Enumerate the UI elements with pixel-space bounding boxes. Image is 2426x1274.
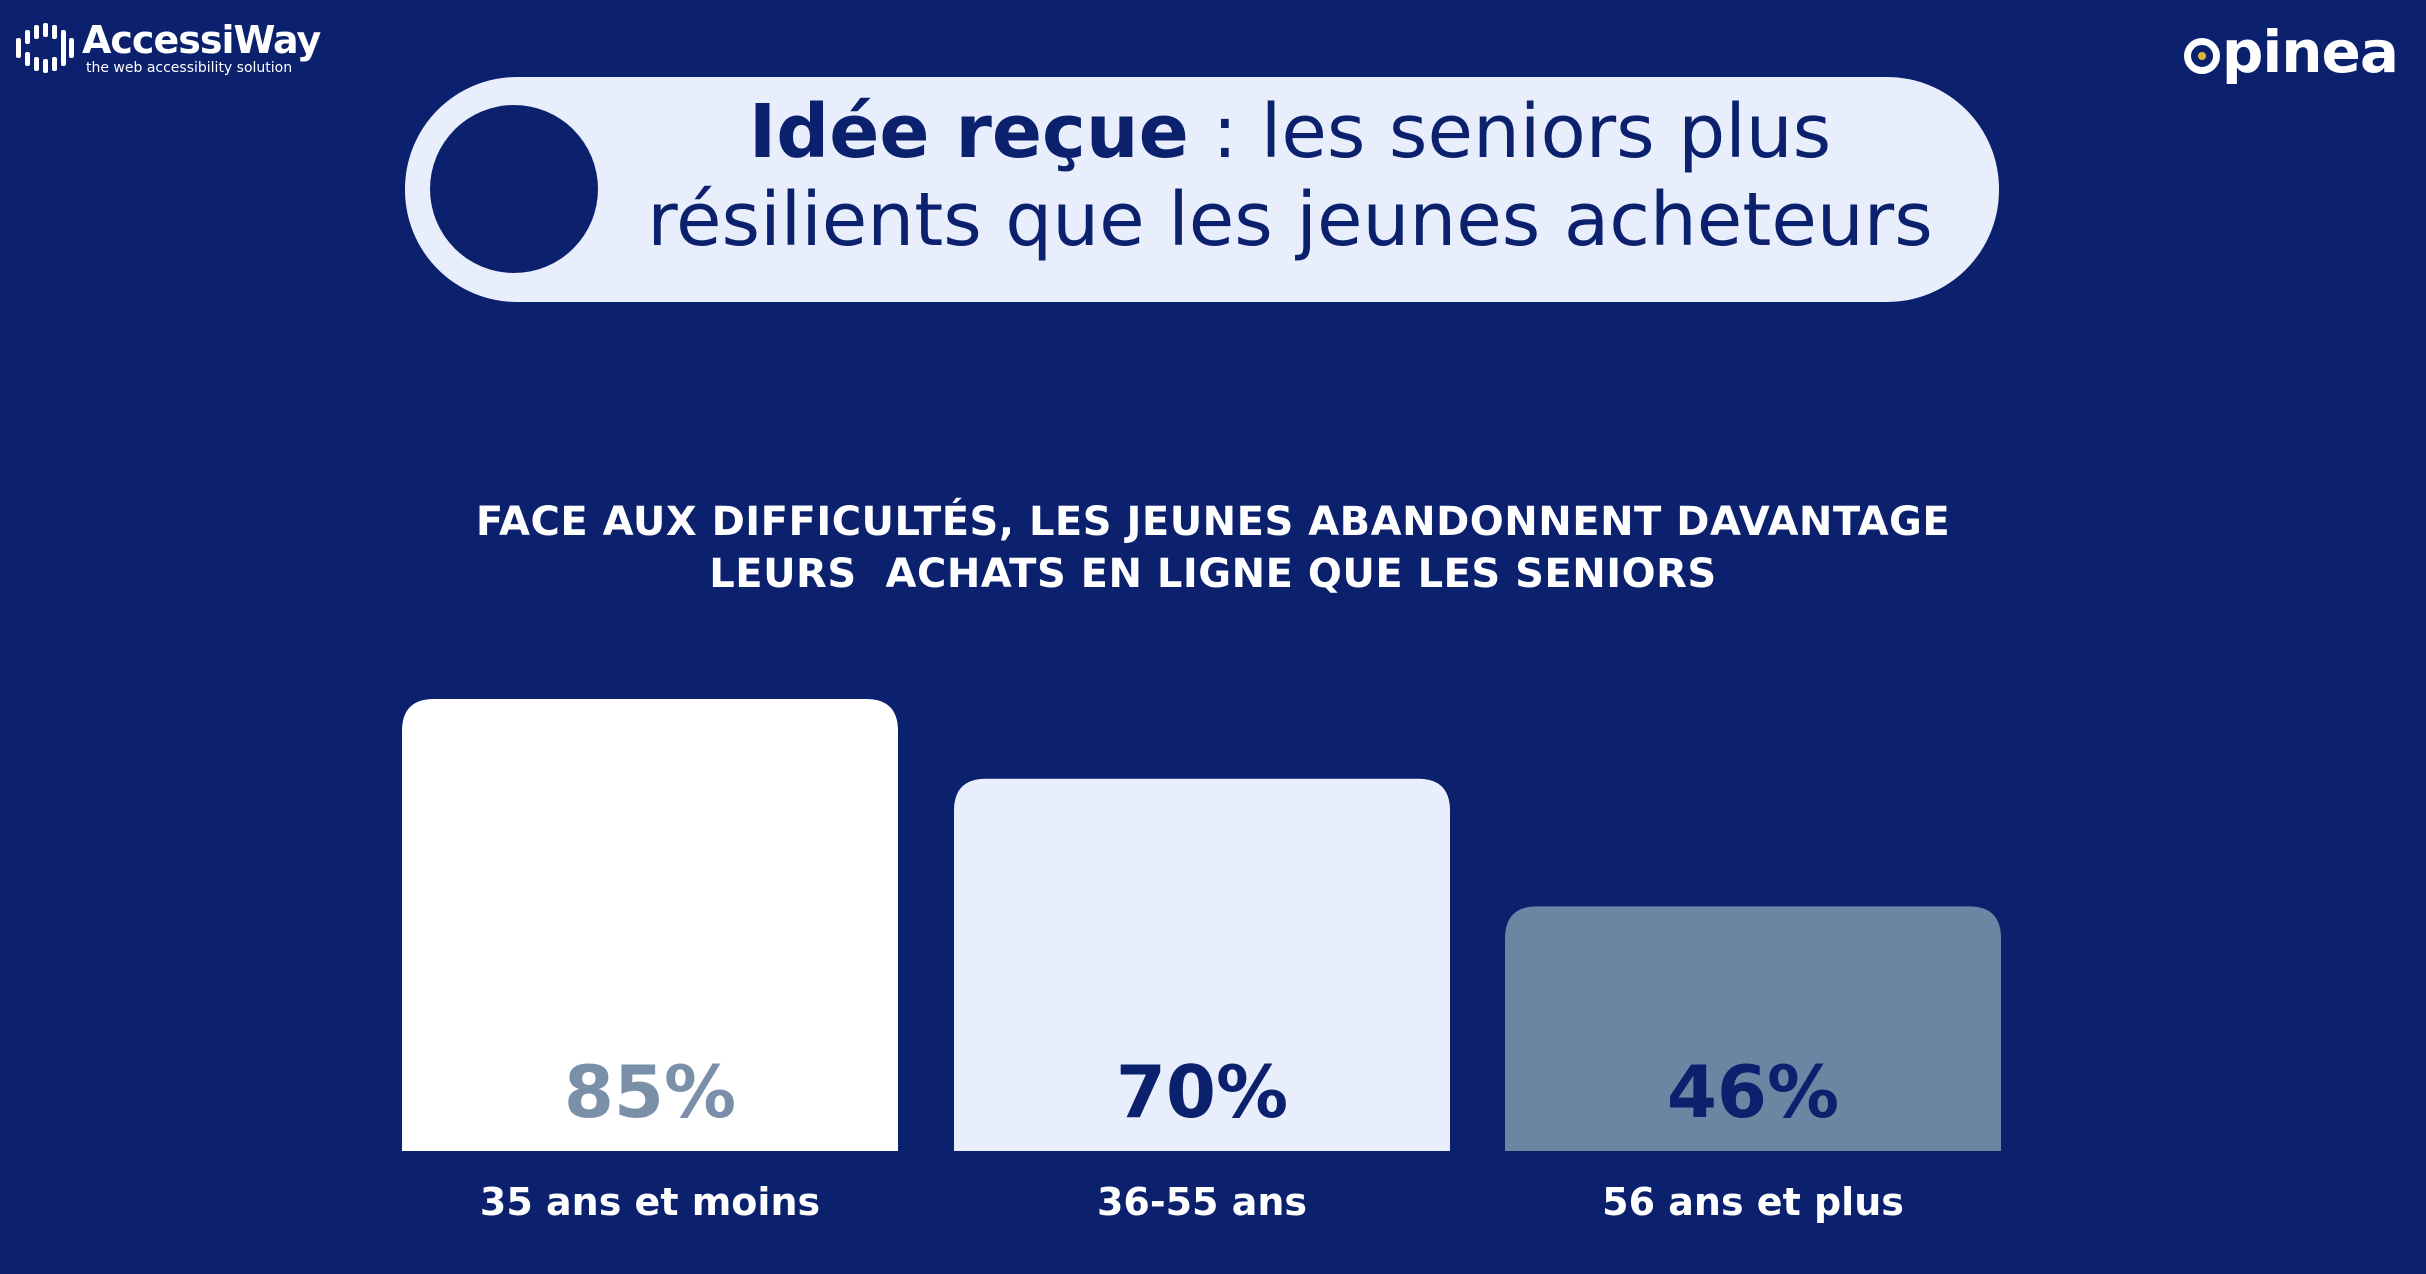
value-label: 70% xyxy=(1116,1050,1288,1134)
bar-2 xyxy=(954,778,1450,1151)
accessiway-logo-icon xyxy=(14,22,74,74)
category-label: 35 ans et moins xyxy=(479,1180,821,1224)
chart-title: FACE AUX DIFFICULTÉS, LES JEUNES ABANDON… xyxy=(0,496,2426,600)
bar-3 xyxy=(1505,906,2001,1151)
accessiway-tagline: the web accessibility solution xyxy=(86,60,293,76)
value-label: 46% xyxy=(1667,1050,1839,1134)
title-bold: Idée reçue xyxy=(748,89,1189,175)
title-circle-decoration xyxy=(430,105,598,273)
accessiway-logo: AccessiWay the web accessibility solutio… xyxy=(14,18,321,76)
opinea-o-icon xyxy=(2183,38,2220,74)
category-label: 36-55 ans xyxy=(1096,1180,1308,1224)
value-label: 85% xyxy=(564,1050,736,1134)
opinea-name: pinea xyxy=(2221,18,2399,86)
title-pill xyxy=(405,77,1999,302)
opinea-logo: pinea xyxy=(2183,18,2399,86)
page-title: Idée reçue : les seniors plus résilients… xyxy=(600,88,1980,264)
category-label: 56 ans et plus xyxy=(1602,1180,1904,1224)
bar-1 xyxy=(402,699,898,1151)
accessiway-name: AccessiWay xyxy=(82,18,321,62)
title-rest: : les seniors plus xyxy=(1188,89,1832,175)
title-line2: résilients que les jeunes acheteurs xyxy=(647,177,1933,263)
chart-title-line2: LEURS ACHATS EN LIGNE QUE LES SENIORS xyxy=(709,551,1717,597)
chart-title-line1: FACE AUX DIFFICULTÉS, LES JEUNES ABANDON… xyxy=(475,499,1951,545)
